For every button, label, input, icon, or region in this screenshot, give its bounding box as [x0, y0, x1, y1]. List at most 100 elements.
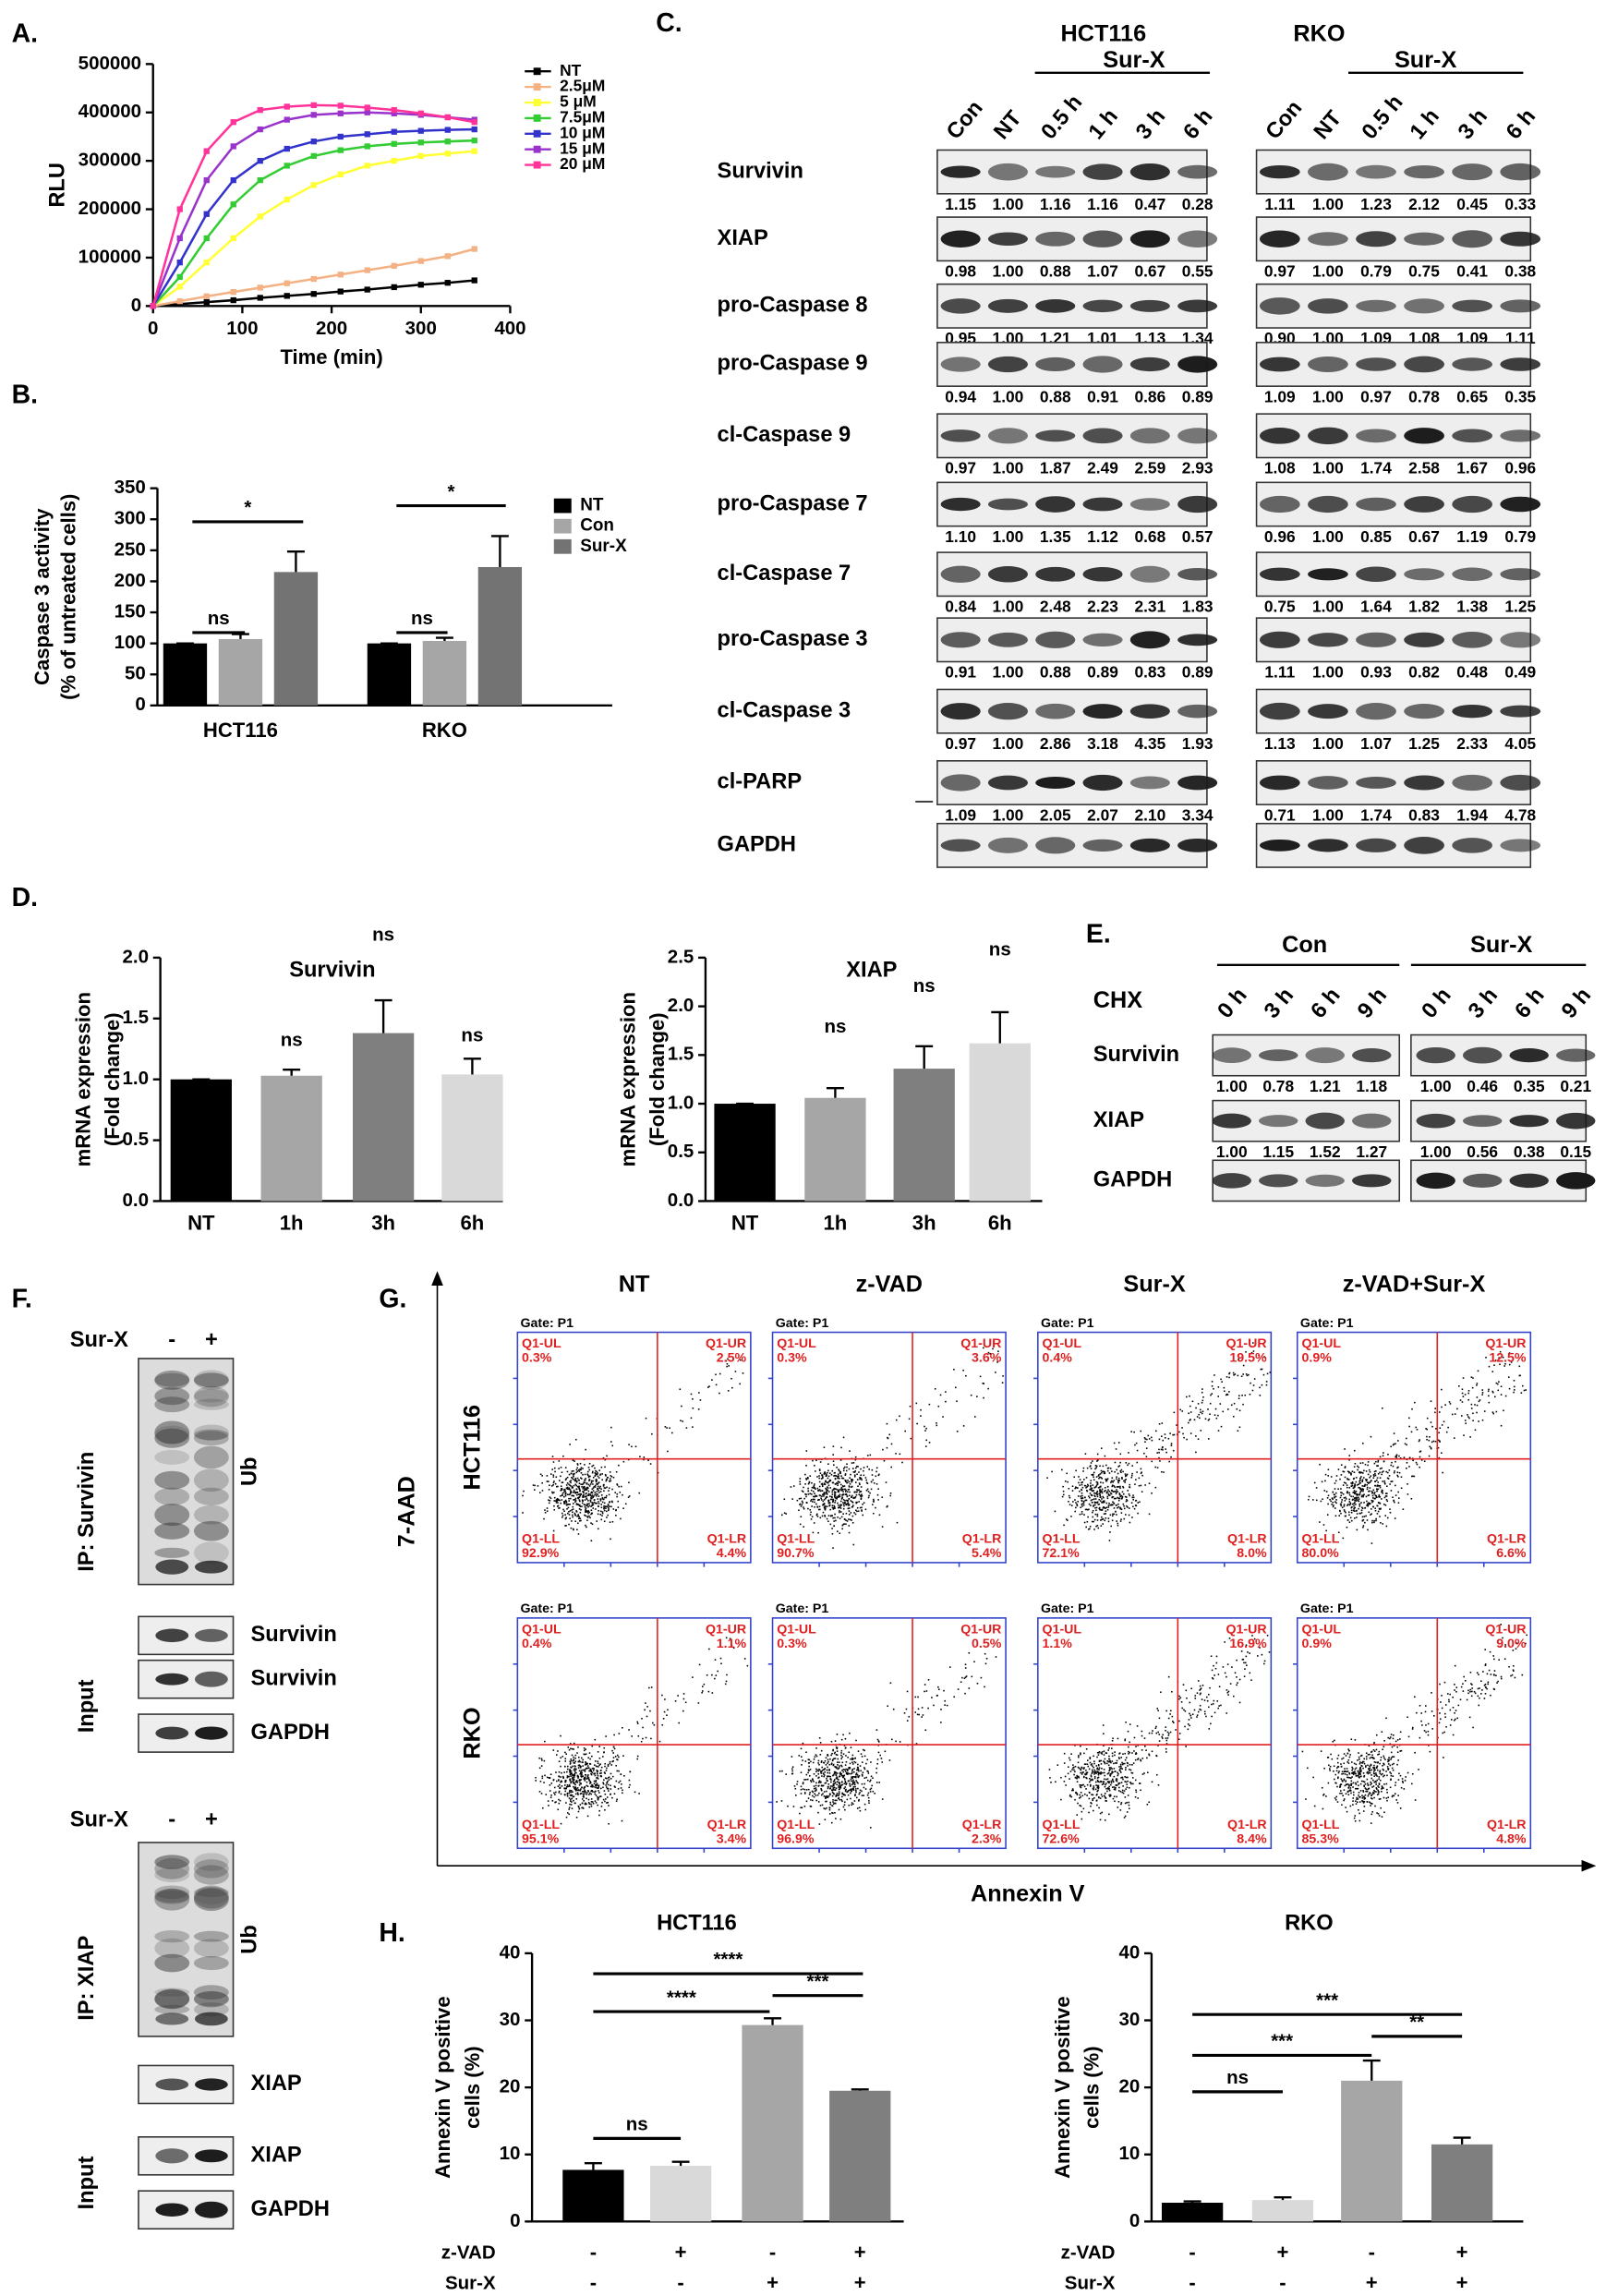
- event-dot: [594, 1764, 596, 1766]
- event-dot: [588, 1493, 590, 1495]
- event-dot: [1149, 1514, 1151, 1516]
- event-dot: [884, 1460, 886, 1462]
- event-dot: [616, 1770, 618, 1772]
- event-dot: [587, 1517, 589, 1518]
- event-dot: [936, 1422, 937, 1424]
- band: [988, 776, 1028, 791]
- event-dot: [579, 1482, 581, 1484]
- event-dot: [844, 1801, 846, 1803]
- event-dot: [827, 1761, 829, 1763]
- event-dot: [864, 1756, 866, 1758]
- y-tick-label: 350: [115, 477, 146, 498]
- event-dot: [611, 1489, 613, 1491]
- event-dot: [1112, 1514, 1114, 1516]
- event-dot: [1125, 1796, 1127, 1798]
- band-quant: 0.89: [1087, 663, 1118, 682]
- event-dot: [1484, 1410, 1486, 1412]
- event-dot: [840, 1511, 842, 1513]
- event-dot: [560, 1503, 561, 1504]
- event-dot: [642, 1738, 644, 1740]
- event-dot: [612, 1760, 614, 1762]
- event-dot: [816, 1476, 818, 1478]
- band: [1404, 704, 1444, 719]
- event-dot: [800, 1478, 802, 1480]
- event-dot: [573, 1800, 574, 1802]
- event-dot: [1391, 1490, 1393, 1492]
- event-dot: [580, 1477, 582, 1479]
- event-dot: [561, 1513, 563, 1515]
- event-dot: [610, 1521, 611, 1523]
- band: [1308, 839, 1348, 852]
- event-dot: [580, 1788, 582, 1790]
- event-dot: [1353, 1505, 1355, 1507]
- condition-value: +: [854, 2271, 866, 2291]
- event-dot: [827, 1470, 829, 1472]
- event-dot: [1247, 1375, 1249, 1377]
- event-dot: [1107, 1470, 1109, 1472]
- event-dot: [1122, 1492, 1124, 1493]
- band: [1416, 1047, 1455, 1063]
- event-dot: [1181, 1427, 1183, 1429]
- event-dot: [591, 1509, 593, 1511]
- event-dot: [562, 1776, 564, 1778]
- event-dot: [1380, 1487, 1382, 1489]
- event-dot: [620, 1781, 622, 1782]
- event-dot: [598, 1477, 600, 1479]
- event-dot: [1094, 1507, 1096, 1509]
- event-dot: [824, 1769, 826, 1770]
- band: [1500, 232, 1540, 247]
- event-dot: [1168, 1718, 1170, 1720]
- point: [177, 274, 183, 280]
- event-dot: [1108, 1786, 1110, 1788]
- event-dot: [1514, 1380, 1515, 1382]
- event-dot: [1352, 1504, 1354, 1505]
- event-dot: [577, 1514, 579, 1516]
- event-dot: [1161, 1471, 1163, 1473]
- event-dot: [1132, 1777, 1134, 1779]
- event-dot: [582, 1798, 584, 1800]
- event-dot: [1190, 1411, 1192, 1413]
- event-dot: [1181, 1410, 1183, 1412]
- event-dot: [822, 1494, 824, 1496]
- event-dot: [557, 1750, 559, 1752]
- bar: [1341, 2081, 1402, 2221]
- series-line: [153, 105, 475, 306]
- event-dot: [1357, 1529, 1358, 1531]
- event-dot: [582, 1775, 584, 1777]
- event-dot: [1168, 1461, 1170, 1463]
- event-dot: [886, 1481, 887, 1483]
- event-dot: [839, 1775, 841, 1777]
- event-dot: [585, 1449, 586, 1451]
- point: [338, 147, 344, 152]
- event-dot: [870, 1827, 872, 1829]
- event-dot: [1370, 1481, 1371, 1483]
- event-dot: [821, 1750, 823, 1752]
- event-dot: [810, 1514, 812, 1516]
- event-dot: [592, 1801, 594, 1803]
- event-dot: [613, 1746, 615, 1748]
- band: [1130, 428, 1170, 443]
- event-dot: [581, 1505, 583, 1507]
- event-dot: [1380, 1456, 1382, 1458]
- event-dot: [571, 1798, 573, 1800]
- event-dot: [592, 1492, 594, 1494]
- event-dot: [582, 1765, 584, 1767]
- event-dot: [1439, 1440, 1441, 1442]
- event-dot: [598, 1792, 600, 1794]
- event-dot: [1393, 1500, 1395, 1502]
- smear: [194, 1887, 229, 1897]
- event-dot: [1354, 1486, 1356, 1488]
- event-dot: [1330, 1501, 1332, 1503]
- event-dot: [821, 1499, 823, 1501]
- event-dot: [1332, 1492, 1334, 1493]
- event-dot: [1099, 1486, 1101, 1488]
- band-quant: 1.00: [993, 734, 1024, 753]
- event-dot: [808, 1758, 810, 1760]
- event-dot: [592, 1507, 594, 1509]
- band-quant: 1.18: [1356, 1077, 1387, 1095]
- event-dot: [825, 1801, 827, 1803]
- event-dot: [561, 1488, 563, 1490]
- band-quant: 1.00: [1312, 459, 1344, 477]
- event-dot: [843, 1795, 845, 1796]
- event-dot: [969, 1652, 971, 1654]
